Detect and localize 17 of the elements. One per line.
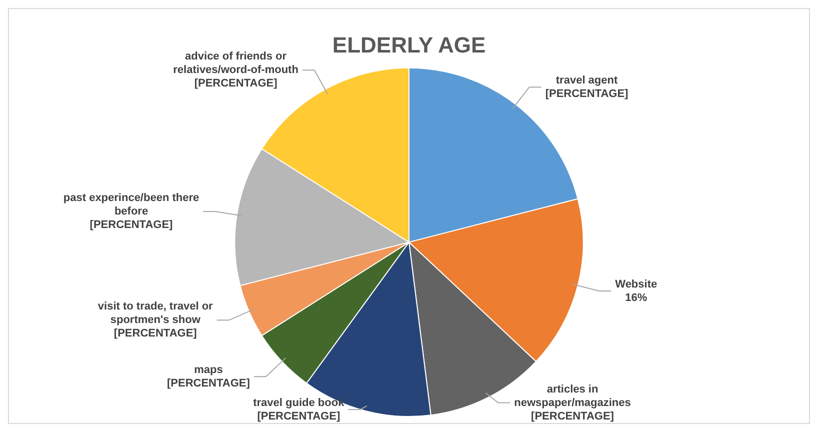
data-label: [PERCENTAGE] <box>257 410 340 422</box>
data-label: [PERCENTAGE] <box>531 410 614 422</box>
slice-label: visit to trade, travel or sportmen's show <box>98 300 214 326</box>
data-label: [PERCENTAGE] <box>194 78 278 90</box>
slice-label: advice of friends or relatives/word-of-mouth <box>173 50 299 76</box>
chart-title: ELDERLY AGE <box>332 32 486 58</box>
slice-label: travel agent <box>556 74 618 86</box>
slice-label: maps <box>194 364 223 376</box>
data-label: [PERCENTAGE] <box>114 328 198 340</box>
slice-label: articles in newspaper/magazines <box>514 383 631 409</box>
slice-label: past experince/been there before <box>63 192 200 218</box>
data-label: [PERCENTAGE] <box>90 219 174 232</box>
slice-label: travel guide book <box>253 396 346 409</box>
slice-label: Website <box>615 278 658 290</box>
data-label: [PERCENTAGE] <box>545 88 629 100</box>
data-label: 16% <box>625 292 648 304</box>
data-label: [PERCENTAGE] <box>166 377 250 390</box>
